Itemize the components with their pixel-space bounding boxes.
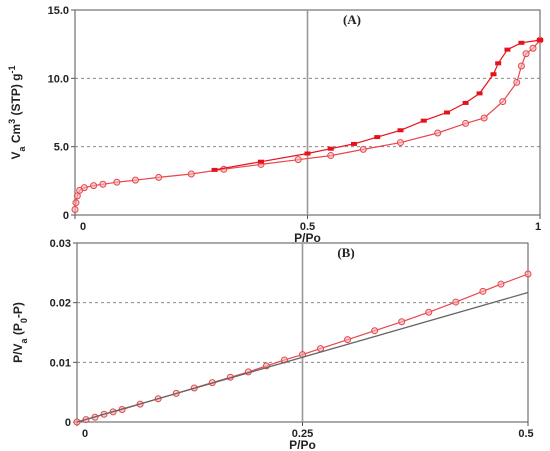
data-point (517, 62, 525, 70)
data-point (80, 184, 88, 192)
x-tick-label: 0.5 (518, 428, 533, 440)
data-point (479, 287, 487, 295)
series-line-desorption (214, 39, 541, 171)
data-point (513, 78, 521, 86)
data-point (99, 180, 107, 188)
data-point (327, 152, 335, 160)
y-tick-label: 10.0 (48, 73, 69, 85)
panel-title: (A) (343, 12, 361, 27)
data-point (425, 308, 433, 316)
panel-b: 0 0.01 0.02 0.03 0 0.25 0.5 P/Po P/Va (P0-P) (B) (11, 238, 534, 451)
data-point (374, 135, 381, 140)
data-point (444, 110, 450, 115)
y-tick-label: 0 (63, 210, 69, 222)
data-point (398, 318, 406, 326)
data-point (420, 118, 427, 123)
data-point (72, 199, 80, 207)
series-line-fit (76, 291, 529, 423)
data-point (90, 182, 98, 190)
data-point (304, 151, 311, 156)
data-point (434, 129, 442, 137)
x-tick-label: 0 (82, 428, 88, 440)
y-tick-label: 5.0 (54, 142, 69, 154)
y-tick-label: 15.0 (48, 5, 69, 17)
data-point (294, 156, 302, 164)
y-axis-label: P/Va (P0-P) (11, 302, 29, 363)
y-tick-label: 0.02 (50, 298, 71, 310)
data-point (537, 38, 543, 43)
y-tick-label: 0 (65, 417, 71, 429)
data-point (529, 44, 537, 52)
data-point (397, 128, 404, 133)
data-point (462, 119, 470, 127)
data-point (397, 139, 404, 147)
x-tick-label: 1 (535, 221, 541, 233)
panel-a: 0 5.0 10.0 15.0 0 0.5 1 P/Po Va Cm3 (STP) g-1 (A) (7, 5, 544, 245)
data-point (359, 145, 367, 153)
data-point (499, 98, 507, 106)
y-tick-label: 0.01 (50, 357, 71, 369)
data-point (518, 40, 525, 45)
y-axis-label: Va Cm3 (STP) g-1 (7, 65, 27, 159)
data-point (317, 345, 325, 353)
x-axis-label: P/Po (294, 231, 321, 245)
data-point (490, 72, 497, 77)
data-point (452, 298, 460, 306)
data-point (476, 91, 483, 96)
data-point (71, 206, 79, 214)
x-axis-label: P/Po (289, 438, 316, 451)
data-point (371, 327, 379, 335)
data-point (524, 270, 532, 278)
data-point (187, 170, 195, 178)
data-point (497, 280, 505, 288)
data-point (495, 61, 502, 66)
panel-title: (B) (337, 245, 354, 260)
data-point (480, 114, 488, 122)
data-point (211, 167, 218, 172)
data-point (155, 173, 163, 181)
data-point (131, 176, 139, 184)
data-point (258, 159, 264, 164)
y-tick-label: 0.03 (50, 238, 71, 250)
x-tick-label: 0.25 (292, 428, 313, 440)
x-tick-label: 0 (80, 221, 86, 233)
data-point (327, 146, 334, 151)
x-tick-label: 0.5 (300, 221, 315, 233)
data-point (344, 336, 352, 344)
data-point (462, 100, 469, 105)
data-point (113, 178, 121, 186)
data-point (522, 50, 530, 58)
data-point (504, 47, 511, 52)
data-point (351, 141, 357, 146)
